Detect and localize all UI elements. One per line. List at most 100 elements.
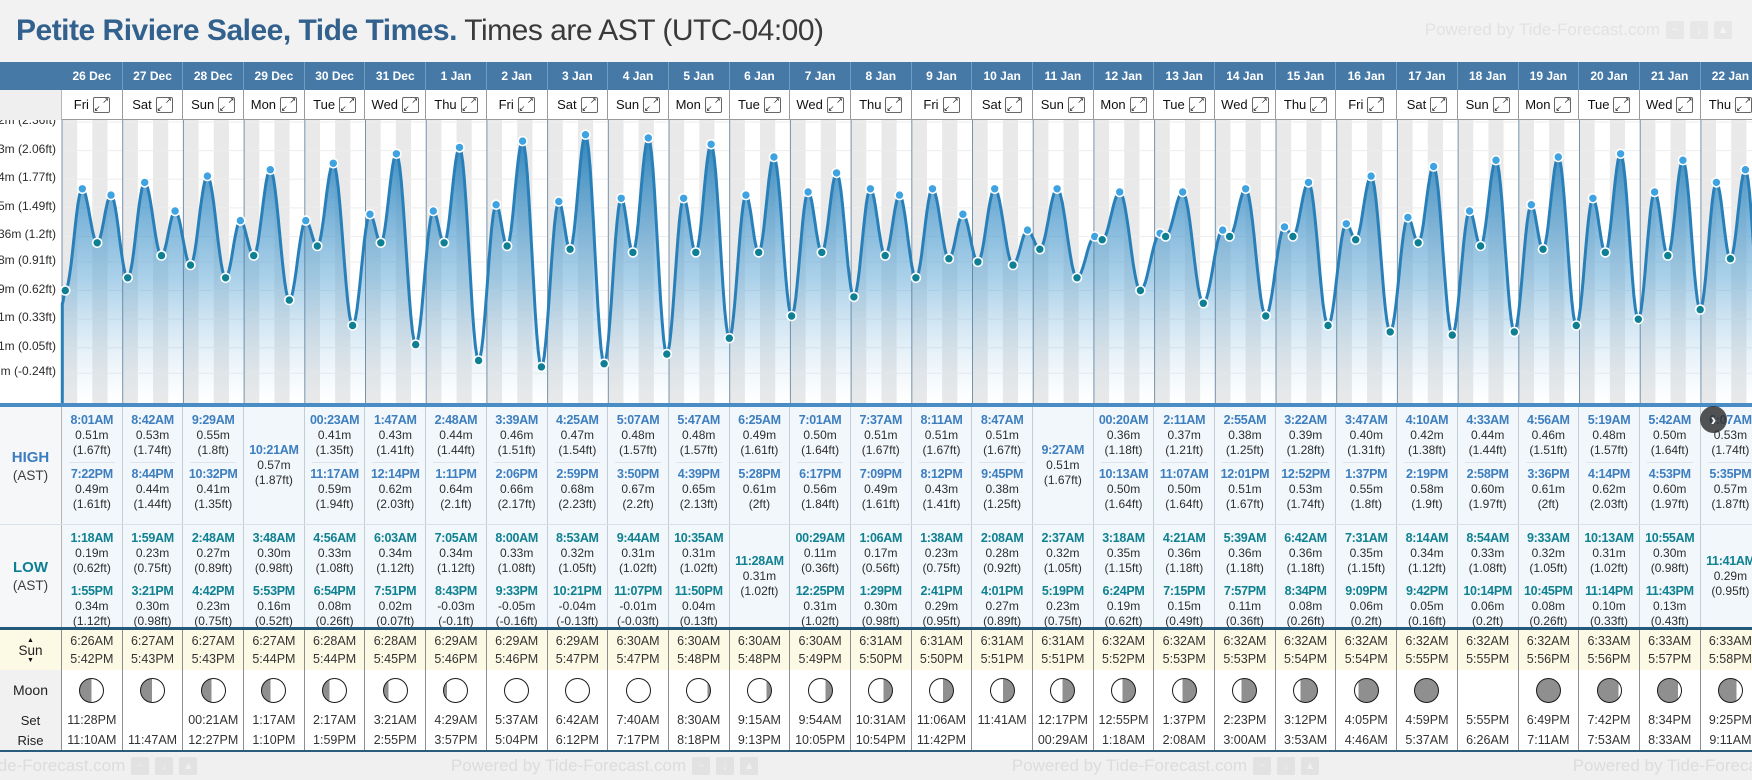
mountain-icon: ▲ <box>740 757 759 775</box>
low-tide-point <box>1537 243 1549 255</box>
tide-height-ft: (1.44ft) <box>133 497 172 511</box>
high-tide-point <box>802 186 814 198</box>
low-tide-cell: 9:33AM 0.32m (1.05ft) 10:45PM 0.08m (0.26ft) <box>1518 525 1580 627</box>
high-tide-cell: 8:42AM 0.53m (1.74ft) 8:44PM 0.44m (1.44ft) <box>122 407 184 524</box>
sunset-time: 5:49PM <box>798 652 842 666</box>
moon-cell: 6:42AM 6:12PM <box>548 670 609 750</box>
low-tide-cell: 1:59AM 0.23m (0.75ft) 3:21PM 0.30m (0.98ft) <box>122 525 184 627</box>
expand-icon: ↙ <box>518 103 526 113</box>
next-days-button[interactable]: › <box>1700 406 1727 433</box>
expand-day-button[interactable]: ↗ ↙ <box>1554 96 1572 113</box>
moon-cell: 3:21AM 2:55PM <box>365 670 427 750</box>
expand-day-button[interactable]: ↗ ↙ <box>704 96 722 113</box>
date-header-cell: 8 Jan <box>851 62 912 90</box>
expand-icon: ↙ <box>827 103 835 113</box>
expand-day-button[interactable]: ↗ ↙ <box>1251 96 1269 113</box>
expand-day-button[interactable]: ↗ ↙ <box>942 96 960 113</box>
expand-icon: ↙ <box>943 103 951 113</box>
expand-day-button[interactable]: ↗ ↙ <box>1067 96 1085 113</box>
tide-time: 5:35PM <box>1709 467 1752 481</box>
low-tide-point <box>598 358 610 369</box>
tide-entry: 10:14PM 0.06m (0.2ft) <box>1458 583 1518 627</box>
tide-height-m: 0.35m <box>1349 546 1383 560</box>
sun-cell: 6:33AM 5:58PM <box>1700 630 1752 670</box>
sunset-time: 5:53PM <box>1223 652 1267 666</box>
low-tide-cell: 00:29AM 0.11m (0.36ft) 12:25PM 0.31m (1.02ft) <box>790 525 851 627</box>
expand-day-button[interactable]: ↗ ↙ <box>1310 96 1328 113</box>
tide-height-m: 0.10m <box>1592 599 1626 613</box>
moon-set-time: 12:17PM <box>1037 713 1088 727</box>
expand-day-button[interactable]: ↗ ↙ <box>1129 96 1147 113</box>
expand-day-button[interactable]: ↗ ↙ <box>402 96 420 113</box>
tide-entry: 8:12PM 0.43m (1.41ft) <box>912 466 972 513</box>
tide-time: 3:36PM <box>1527 467 1570 481</box>
expand-day-button[interactable]: ↗ ↙ <box>1735 96 1752 113</box>
weekday-cell: Fri ↗ ↙ <box>911 90 973 120</box>
expand-day-button[interactable]: ↗ ↙ <box>826 96 844 113</box>
tide-height-m: 0.50m <box>1167 482 1201 496</box>
expand-day-button[interactable]: ↗ ↙ <box>1676 96 1694 113</box>
expand-day-button[interactable]: ↗ ↙ <box>1613 96 1631 113</box>
tide-height-m: 0.23m <box>196 599 230 613</box>
y-axis-tick-label: -0.07m (-0.24ft) <box>0 364 56 379</box>
low-tide-point <box>564 243 576 255</box>
tide-height-ft: (1.02ft) <box>619 561 658 575</box>
footer-watermark-strip: Powered by Tide-Forecast.com ~ ↓ ▲ Powered b… <box>0 752 1752 780</box>
expand-day-button[interactable]: ↗ ↙ <box>1005 96 1023 113</box>
tide-height-ft: (1.15ft) <box>1347 561 1386 575</box>
tide-entry-divider <box>857 462 904 463</box>
low-tide-point <box>1694 304 1706 315</box>
low-tide-point <box>347 320 358 331</box>
moon-cell: 9:54AM 10:05PM <box>790 670 851 750</box>
tide-entry: 12:25PM 0.31m (1.02ft) <box>790 583 850 627</box>
download-icon: ↓ <box>1690 21 1708 39</box>
tide-time: 7:09PM <box>859 467 902 481</box>
tide-height-ft: (1.9ft) <box>1411 497 1443 511</box>
moon-set-time: 1:17AM <box>252 713 296 727</box>
expand-day-button[interactable]: ↗ ↙ <box>517 96 535 113</box>
moon-phase-wrap <box>928 670 954 710</box>
tide-entry: 7:22PM 0.49m (1.61ft) <box>62 466 122 513</box>
tide-height-ft: (0.98ft) <box>861 614 900 627</box>
tide-entry: 4:21AM 0.36m (1.18ft) <box>1154 530 1214 577</box>
tide-height-m: 0.43m <box>924 482 959 496</box>
expand-day-button[interactable]: ↗ ↙ <box>460 96 478 113</box>
tide-entry: 11:07PM -0.01m (-0.03ft) <box>608 583 668 627</box>
tide-height-m: 0.33m <box>1470 546 1505 560</box>
expand-icon: ↙ <box>1368 103 1376 113</box>
expand-day-button[interactable]: ↗ ↙ <box>1188 96 1206 113</box>
tide-height-m: 0.08m <box>1288 599 1323 613</box>
expand-day-button[interactable]: ↗ ↙ <box>1430 96 1448 113</box>
tide-height-ft: (1.97ft) <box>1468 497 1507 511</box>
y-axis-tick-label: 0.1m (0.33ft) <box>0 310 56 325</box>
expand-day-button[interactable]: ↗ ↙ <box>643 96 661 113</box>
tide-height-m: 0.30m <box>1653 546 1687 560</box>
expand-day-button[interactable]: ↗ ↙ <box>763 96 781 113</box>
expand-day-button[interactable]: ↗ ↙ <box>580 96 598 113</box>
high-tide-cell: 7:37AM 0.51m (1.67ft) 7:09PM 0.49m (1.61ft) <box>850 407 912 524</box>
tide-time: 3:47AM <box>1344 413 1388 427</box>
tide-time: 3:48AM <box>252 531 296 545</box>
sunset-time: 5:56PM <box>1587 652 1631 666</box>
low-tide-point <box>1571 320 1582 331</box>
expand-day-button[interactable]: ↗ ↙ <box>218 96 236 113</box>
expand-day-button[interactable]: ↗ ↙ <box>885 96 903 113</box>
expand-day-button[interactable]: ↗ ↙ <box>155 96 173 113</box>
tide-height-m: 0.28m <box>985 546 1019 560</box>
tide-height-m: 0.32m <box>1531 546 1566 560</box>
expand-day-button[interactable]: ↗ ↙ <box>92 96 110 113</box>
expand-day-button[interactable]: ↗ ↙ <box>339 96 357 113</box>
tide-time: 2:11AM <box>1163 413 1206 427</box>
expand-day-button[interactable]: ↗ ↙ <box>280 96 298 113</box>
sunset-time: 5:52PM <box>1101 652 1146 666</box>
sunset-time: 5:48PM <box>677 652 721 666</box>
tide-time: 5:47AM <box>677 413 721 427</box>
expand-day-button[interactable]: ↗ ↙ <box>1492 96 1510 113</box>
low-tide-cell: 10:55AM 0.30m (0.98ft) 11:43PM 0.13m (0.43ft) <box>1639 525 1701 627</box>
expand-day-button[interactable]: ↗ ↙ <box>1367 96 1385 113</box>
weekday-text: Sat <box>132 97 152 112</box>
tide-height-m: 0.36m <box>1106 428 1141 442</box>
tide-height-ft: (1.51ft) <box>497 443 536 457</box>
tide-time: 8:43PM <box>434 584 477 598</box>
high-tide-cell: 4:56AM 0.46m (1.51ft) 3:36PM 0.61m (2ft) <box>1518 407 1580 524</box>
